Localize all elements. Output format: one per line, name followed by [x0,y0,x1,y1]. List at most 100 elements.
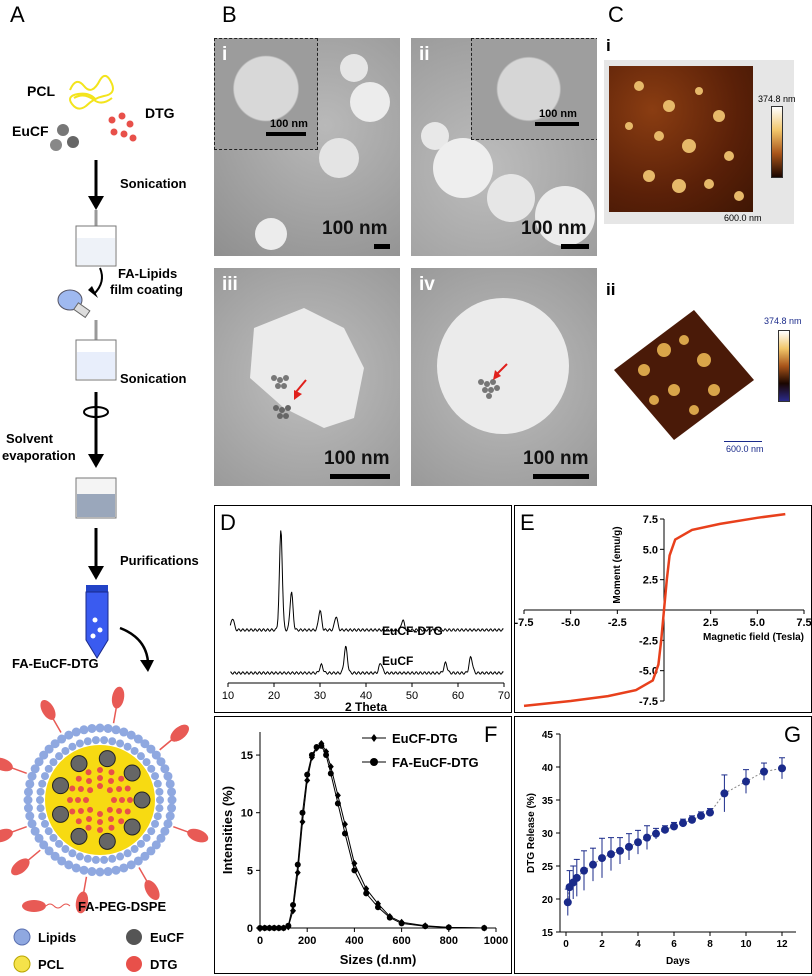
data-point [481,925,488,931]
lipid-headgroup [68,849,77,858]
lipid-headgroup [55,839,64,848]
data-point [363,890,370,897]
dtg-label: DTG [145,105,175,121]
dtg-molecule [108,816,114,823]
y-tick-label: 10 [241,808,253,820]
lipid-headgroup [50,739,60,749]
lipid-headgroup [55,752,64,761]
data-point [304,771,311,778]
panel-label-c: C [608,2,624,27]
legend-label: FA-EuCF-DTG [392,755,479,770]
x-tick-label: -5.0 [561,617,580,629]
x-axis-label: Days [666,956,690,967]
tem-roman-iv: iv [419,274,435,295]
data-point [257,925,263,931]
data-point [275,925,282,931]
step-solvent: Solvent [6,431,54,446]
lipids-legend-icon [13,928,31,946]
lipid-headgroup [57,856,67,866]
x-tick-label: 10 [740,939,752,950]
fa-ligand [40,699,56,720]
trend-line [567,767,783,903]
tem-inset-scale-i: 100 nm [270,118,308,130]
lipid-headgroup [160,826,170,836]
lipid-headgroup [39,750,49,760]
y-tick-label: -2.5 [639,635,658,647]
data-point [271,925,278,931]
y-tick-label: 15 [241,750,253,762]
lipid-headgroup [64,860,74,870]
x-tick-label: 2 [599,939,605,950]
peg-linker [159,737,175,751]
legend-dtg-label: DTG [150,957,177,972]
lipid-headgroup [64,730,74,740]
lipid-headgroup [36,804,45,813]
dtg-molecule [85,824,92,831]
step-film-coating: film coating [110,282,183,297]
dtg-molecule [86,777,92,784]
dtg-molecule [108,777,114,784]
peg-linker [9,766,27,775]
lipid-headgroup [108,854,117,863]
lipid-headgroup [165,779,175,789]
data-point [688,815,696,824]
lipid-headgroup [36,796,44,804]
data-point [778,764,786,773]
dtg-molecule [75,775,82,782]
data-point [290,901,297,908]
eucf-particle [70,827,88,845]
lipid-headgroup [111,725,121,735]
dtg-particles-icon [108,112,137,142]
data-point [580,866,588,875]
lipid-headgroup [49,833,58,842]
lipid-headgroup [140,739,150,749]
eucf-particle [98,832,116,850]
lipid-headgroup [146,846,156,856]
lipid-headgroup [23,787,33,797]
y-axis-label: Intensities (%) [220,786,235,874]
peg-linker [9,825,27,834]
x-tick-label: 6 [671,939,677,950]
tem-scale-i: 100 nm [322,218,388,239]
dtg-molecule [127,797,133,803]
legend-lipids-label: Lipids [38,930,76,945]
dtg-molecule [87,806,94,813]
afm-max-ii: 374.8 nm [764,316,802,326]
data-point [313,743,320,750]
data-point [670,822,678,831]
dtg-molecule [97,827,103,833]
beaker-icon [75,477,117,519]
eucf-particle [52,805,70,823]
lipid-headgroup [142,833,151,842]
data-point [351,867,358,874]
lipid-headgroup [123,849,132,858]
fa-ligand [111,686,125,709]
data-point [760,767,768,776]
lipid-headgroup [44,764,53,773]
lipid-headgroup [83,737,92,746]
data-point [304,776,311,784]
legend-pcl-label: PCL [38,957,64,972]
data-point [598,854,606,863]
fa-ligand [144,880,160,901]
series-line-eucf-dtg [229,530,504,632]
eucf-particles-icon [50,124,79,151]
x-axis-label: Sizes (d.nm) [340,952,417,967]
step-sonication-1: Sonication [120,176,187,191]
data-point [318,742,325,749]
x-tick-label: 2.5 [703,617,718,629]
afm-image-i [609,66,753,212]
dtg-molecule [97,767,103,773]
eucf-particle [70,755,88,773]
y-tick-label: 35 [542,796,554,807]
x-tick-label: 60 [452,690,464,702]
data-point [285,922,292,929]
data-point [327,763,334,771]
panel-label-g: G [784,722,802,747]
tem-image-iv: iv 100 nm [411,268,597,486]
peg-linker [138,867,149,884]
lipid-headgroup [133,734,143,744]
fa-ligand [187,828,209,843]
lipid-headgroup [71,727,81,737]
lipid-headgroup [165,811,175,821]
